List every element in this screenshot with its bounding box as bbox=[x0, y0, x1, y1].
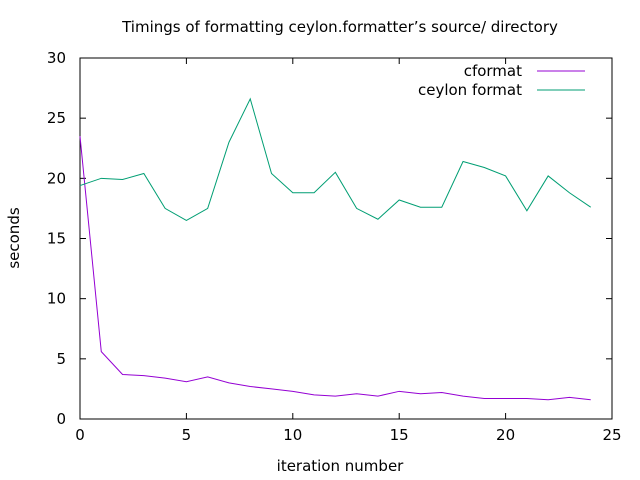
x-axis-label: iteration number bbox=[277, 457, 405, 475]
chart-title: Timings of formatting ceylon.formatter’s… bbox=[121, 18, 558, 36]
axis-ticks: 0 5 10 15 20 25 0 5 10 15 20 25 30 bbox=[47, 49, 622, 444]
y-tick-label: 30 bbox=[47, 49, 66, 67]
y-tick-label: 5 bbox=[56, 350, 66, 368]
y-tick-label: 0 bbox=[56, 410, 66, 428]
series-line-cformat bbox=[79, 136, 591, 401]
x-tick-label: 20 bbox=[496, 426, 515, 444]
series-line-ceylon-format bbox=[79, 97, 592, 222]
plot-frame bbox=[79, 57, 613, 420]
series-layer bbox=[79, 97, 592, 401]
x-tick-label: 0 bbox=[75, 426, 85, 444]
y-axis-label: seconds bbox=[5, 207, 23, 268]
y-tick-label: 10 bbox=[47, 290, 66, 308]
y-tick-label: 20 bbox=[47, 169, 66, 187]
x-tick-label: 5 bbox=[182, 426, 192, 444]
x-tick-label: 25 bbox=[602, 426, 621, 444]
y-tick-label: 25 bbox=[47, 109, 66, 127]
x-tick-label: 10 bbox=[283, 426, 302, 444]
y-tick-label: 15 bbox=[47, 230, 66, 248]
legend-label: ceylon format bbox=[418, 81, 522, 99]
x-tick-label: 15 bbox=[390, 426, 409, 444]
legend-label: cformat bbox=[464, 62, 522, 80]
